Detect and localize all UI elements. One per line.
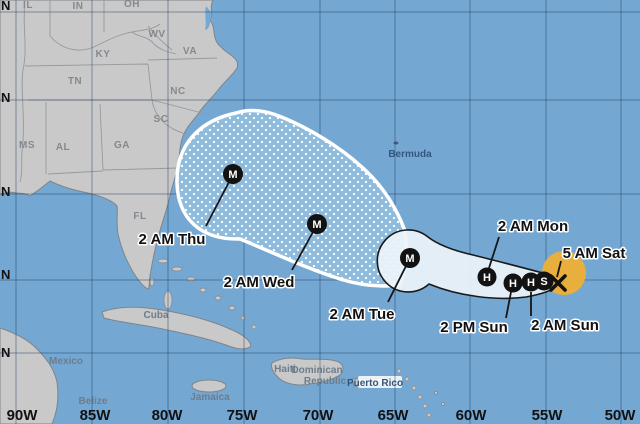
dominican-republic-label-line2: Republic (304, 376, 347, 387)
state-label-ms: MS (19, 140, 35, 151)
track-labels: 2 AM Thu 2 AM Wed 2 AM Tue 2 AM Mon 2 PM… (137, 217, 627, 338)
state-label-sc: SC (154, 114, 169, 125)
lat-tick-25n: N (1, 267, 10, 282)
state-label-tn: TN (68, 76, 82, 87)
state-label-al: AL (56, 142, 70, 153)
bermuda-label: Bermuda (388, 149, 432, 160)
us-mainland (0, 0, 239, 290)
cuba (101, 306, 252, 350)
label-5am-sat: 5 AM Sat (563, 245, 626, 262)
current-position-x-icon (549, 274, 567, 292)
svg-text:H: H (527, 277, 535, 289)
svg-text:H: H (483, 272, 491, 284)
cuba-label: Cuba (144, 310, 169, 321)
label-2am-sun: 2 AM Sun (531, 317, 599, 334)
lon-tick-80w: 80W (152, 407, 184, 424)
track-markers: M M M H H H S (223, 164, 567, 293)
haiti-label: Haiti (274, 364, 296, 375)
state-label-va: VA (183, 46, 197, 57)
leader-lines (205, 181, 562, 319)
yucatan-mexico (0, 327, 59, 424)
puerto-rico-label-box (358, 376, 402, 388)
puerto-rico-label: Puerto Rico (347, 378, 403, 389)
lon-tick-55w: 55W (532, 407, 564, 424)
lesser-antilles-islands (396, 368, 445, 418)
svg-text:M: M (312, 219, 321, 231)
mexico-label: Mexico (49, 356, 83, 367)
longitude-axis: 90W 85W 80W 75W 70W 65W 60W 55W 50W (7, 407, 637, 424)
lat-tick-40n: N (1, 0, 10, 13)
state-label-fl: FL (133, 211, 146, 222)
bahamas-islands (149, 258, 257, 330)
geo-labels: IL IN OH WV VA KY TN NC SC MS AL GA FL B… (19, 0, 432, 407)
latitude-axis: N N N N N (1, 0, 10, 360)
marker-12h: S (534, 271, 554, 291)
svg-text:M: M (228, 169, 237, 181)
cone-outer-stipple (175, 108, 408, 288)
label-2am-mon: 2 AM Mon (498, 218, 568, 235)
label-2am-tue: 2 AM Tue (329, 306, 394, 323)
marker-36h: H (503, 273, 523, 293)
state-label-il: IL (23, 0, 33, 11)
lat-tick-20n: N (1, 345, 10, 360)
marker-96h: M (307, 214, 327, 234)
lat-tick-35n: N (1, 90, 10, 105)
state-label-ky: KY (96, 49, 111, 60)
landmasses (0, 0, 445, 424)
bermuda-island (393, 141, 399, 145)
state-label-in: IN (73, 1, 84, 12)
label-2am-wed: 2 AM Wed (224, 274, 295, 291)
lon-tick-75w: 75W (227, 407, 259, 424)
marker-72h: M (400, 248, 420, 268)
state-label-nc: NC (170, 86, 185, 97)
svg-text:M: M (405, 253, 414, 265)
hispaniola (271, 357, 344, 386)
svg-text:H: H (509, 278, 517, 290)
dominican-republic-label-line1: Dominican (291, 365, 342, 376)
label-2am-thu: 2 AM Thu (139, 231, 206, 248)
forecast-cone-outer (175, 108, 408, 288)
jamaica-label: Jamaica (190, 392, 230, 403)
state-label-oh: OH (124, 0, 140, 10)
state-label-wv: WV (148, 29, 165, 40)
state-label-ga: GA (114, 140, 130, 151)
chesapeake-bay (205, 6, 211, 30)
lon-tick-50w: 50W (605, 407, 637, 424)
lon-tick-60w: 60W (456, 407, 488, 424)
lon-tick-65w: 65W (378, 407, 410, 424)
svg-text:S: S (540, 276, 547, 288)
marker-120h: M (223, 164, 243, 184)
lon-tick-70w: 70W (303, 407, 335, 424)
lon-tick-90w: 90W (7, 407, 39, 424)
label-2pm-sun: 2 PM Sun (440, 319, 508, 336)
jamaica-island (191, 379, 227, 393)
marker-48h: H (477, 267, 497, 287)
lat-tick-30n: N (1, 184, 10, 199)
state-borders (19, 0, 218, 183)
belize-label: Belize (79, 396, 108, 407)
lon-tick-85w: 85W (80, 407, 112, 424)
